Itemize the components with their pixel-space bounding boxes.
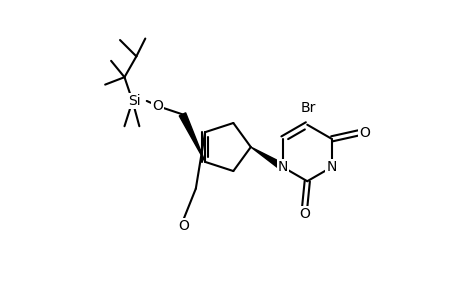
Text: N: N bbox=[326, 160, 336, 174]
Polygon shape bbox=[250, 147, 284, 170]
Text: O: O bbox=[152, 99, 163, 113]
Text: Br: Br bbox=[301, 101, 316, 116]
Text: O: O bbox=[358, 126, 369, 140]
Text: Si: Si bbox=[129, 94, 141, 108]
Text: O: O bbox=[178, 219, 189, 233]
Text: O: O bbox=[298, 207, 309, 221]
Text: N: N bbox=[277, 160, 287, 174]
Polygon shape bbox=[179, 113, 205, 162]
